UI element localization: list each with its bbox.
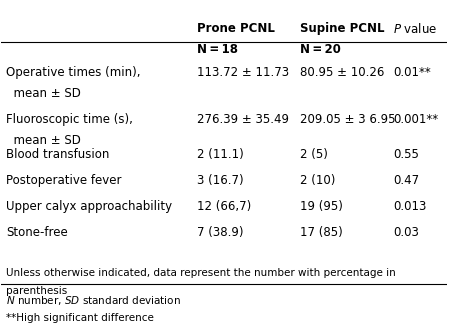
Text: 209.05 ± 3 6.95: 209.05 ± 3 6.95 (300, 113, 395, 126)
Text: **High significant difference: **High significant difference (6, 313, 154, 323)
Text: mean ± SD: mean ± SD (6, 87, 81, 100)
Text: Blood transfusion: Blood transfusion (6, 148, 109, 161)
Text: Upper calyx approachability: Upper calyx approachability (6, 200, 172, 213)
Text: 0.001**: 0.001** (393, 113, 438, 126)
Text: Supine PCNL: Supine PCNL (300, 22, 384, 35)
Text: 19 (95): 19 (95) (300, 200, 343, 213)
Text: 17 (85): 17 (85) (300, 226, 342, 239)
Text: 276.39 ± 35.49: 276.39 ± 35.49 (197, 113, 289, 126)
Text: 12 (66,7): 12 (66,7) (197, 200, 252, 213)
Text: 0.01**: 0.01** (393, 66, 431, 79)
Text: N = 20: N = 20 (300, 43, 340, 56)
Text: 3 (16.7): 3 (16.7) (197, 174, 244, 187)
Text: Fluoroscopic time (s),: Fluoroscopic time (s), (6, 113, 133, 126)
Text: Stone-free: Stone-free (6, 226, 68, 239)
Text: 0.47: 0.47 (393, 174, 419, 187)
Text: $\it{P}$ value: $\it{P}$ value (393, 22, 438, 36)
Text: 113.72 ± 11.73: 113.72 ± 11.73 (197, 66, 290, 79)
Text: 0.013: 0.013 (393, 200, 427, 213)
Text: Postoperative fever: Postoperative fever (6, 174, 121, 187)
Text: parenthesis: parenthesis (6, 286, 67, 296)
Text: mean ± SD: mean ± SD (6, 134, 81, 147)
Text: 0.55: 0.55 (393, 148, 419, 161)
Text: Operative times (min),: Operative times (min), (6, 66, 140, 79)
Text: 2 (11.1): 2 (11.1) (197, 148, 244, 161)
Text: 80.95 ± 10.26: 80.95 ± 10.26 (300, 66, 384, 79)
Text: Unless otherwise indicated, data represent the number with percentage in: Unless otherwise indicated, data represe… (6, 268, 396, 278)
Text: $\it{N}$ number, $\it{SD}$ standard deviation: $\it{N}$ number, $\it{SD}$ standard devi… (6, 294, 181, 307)
Text: 7 (38.9): 7 (38.9) (197, 226, 244, 239)
Text: N = 18: N = 18 (197, 43, 238, 56)
Text: Prone PCNL: Prone PCNL (197, 22, 275, 35)
Text: 2 (5): 2 (5) (300, 148, 328, 161)
Text: 2 (10): 2 (10) (300, 174, 335, 187)
Text: 0.03: 0.03 (393, 226, 419, 239)
